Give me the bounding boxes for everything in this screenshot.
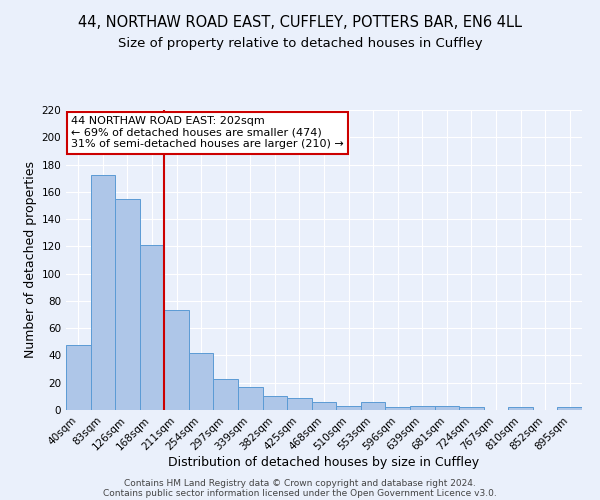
Y-axis label: Number of detached properties: Number of detached properties — [24, 162, 37, 358]
Bar — [66, 344, 91, 410]
Text: Size of property relative to detached houses in Cuffley: Size of property relative to detached ho… — [118, 38, 482, 51]
Bar — [189, 352, 214, 410]
Bar — [263, 396, 287, 410]
Bar — [434, 406, 459, 410]
Bar — [336, 406, 361, 410]
Text: Contains public sector information licensed under the Open Government Licence v3: Contains public sector information licen… — [103, 488, 497, 498]
Bar — [91, 176, 115, 410]
Bar — [115, 198, 140, 410]
Bar — [164, 310, 189, 410]
Text: 44 NORTHAW ROAD EAST: 202sqm
← 69% of detached houses are smaller (474)
31% of s: 44 NORTHAW ROAD EAST: 202sqm ← 69% of de… — [71, 116, 344, 149]
X-axis label: Distribution of detached houses by size in Cuffley: Distribution of detached houses by size … — [169, 456, 479, 469]
Bar — [508, 408, 533, 410]
Text: 44, NORTHAW ROAD EAST, CUFFLEY, POTTERS BAR, EN6 4LL: 44, NORTHAW ROAD EAST, CUFFLEY, POTTERS … — [78, 15, 522, 30]
Text: Contains HM Land Registry data © Crown copyright and database right 2024.: Contains HM Land Registry data © Crown c… — [124, 478, 476, 488]
Bar — [140, 245, 164, 410]
Bar — [385, 408, 410, 410]
Bar — [312, 402, 336, 410]
Bar — [410, 406, 434, 410]
Bar — [287, 398, 312, 410]
Bar — [361, 402, 385, 410]
Bar — [557, 408, 582, 410]
Bar — [238, 387, 263, 410]
Bar — [214, 378, 238, 410]
Bar — [459, 408, 484, 410]
